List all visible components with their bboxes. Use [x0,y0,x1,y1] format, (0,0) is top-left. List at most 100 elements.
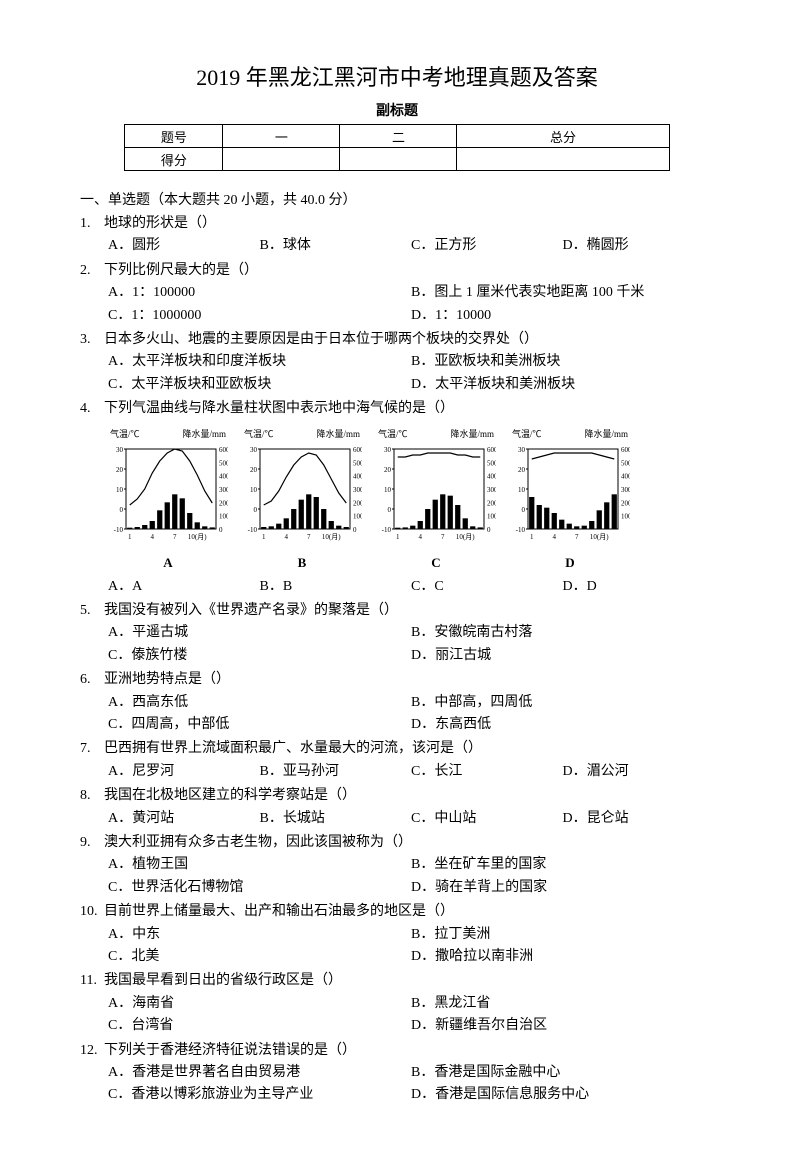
svg-text:400: 400 [219,473,228,481]
option: C．四周高，中部低 [108,714,411,736]
option: B．图上 1 厘米代表实地距离 100 千米 [411,282,714,304]
option: A．中东 [108,924,411,946]
question-text: 下列比例尺最大的是（） [104,263,258,278]
svg-text:7: 7 [441,533,445,541]
svg-text:400: 400 [487,473,496,481]
option: A．平遥古城 [108,622,411,644]
svg-text:-10: -10 [382,526,392,534]
option: D．香港是国际信息服务中心 [411,1084,714,1106]
option: D．撒哈拉以南非洲 [411,946,714,968]
subtitle: 副标题 [80,100,714,120]
svg-text:20: 20 [384,466,392,474]
chart-label: D [510,553,630,574]
svg-text:-10: -10 [248,526,258,534]
option: C．北美 [108,946,411,968]
option: D．骑在羊背上的国家 [411,877,714,899]
option: D．昆仑站 [563,808,715,830]
options: A．中东B．拉丁美洲C．北美D．撒哈拉以南非洲 [108,924,714,969]
question: 8.我国在北极地区建立的科学考察站是（）A．黄河站B．长城站C．中山站D．昆仑站 [80,785,714,830]
option: B．长城站 [260,808,412,830]
svg-text:500: 500 [219,459,228,467]
svg-text:100: 100 [353,513,362,521]
col-1: 一 [223,125,340,148]
options: A．西高东低B．中部高，四周低C．四周高，中部低D．东高西低 [108,692,714,737]
svg-text:1: 1 [396,533,400,541]
question: 1.地球的形状是（）A．圆形B．球体C．正方形D．椭圆形 [80,213,714,258]
question: 2.下列比例尺最大的是（）A．1：100000B．图上 1 厘米代表实地距离 1… [80,260,714,327]
question-text: 日本多火山、地震的主要原因是由于日本位于哪两个板块的交界处（） [104,332,538,347]
option: A．黄河站 [108,808,260,830]
question-text: 地球的形状是（） [104,216,216,231]
svg-text:4: 4 [553,533,557,541]
options: A．太平洋板块和印度洋板块B．亚欧板块和美洲板块C．太平洋板块和亚欧板块D．太平… [108,351,714,396]
question-stem: 5.我国没有被列入《世界遗产名录》的聚落是（） [80,600,714,622]
option: C．香港以博彩旅游业为主导产业 [108,1084,411,1106]
question-number: 9. [80,832,104,854]
question-text: 下列气温曲线与降水量柱状图中表示地中海气候的是（） [104,401,454,416]
question-text: 我国最早看到日出的省级行政区是（） [104,973,342,988]
question-number: 1. [80,213,104,235]
svg-text:4: 4 [151,533,155,541]
question: 4.下列气温曲线与降水量柱状图中表示地中海气候的是（）气温/℃降水量/mm302… [80,398,714,598]
option: A．1：100000 [108,282,411,304]
option: D．新疆维吾尔自治区 [411,1015,714,1037]
option: B．香港是国际金融中心 [411,1062,714,1084]
svg-text:30: 30 [250,446,258,454]
col-total: 总分 [457,125,669,148]
svg-text:500: 500 [353,459,362,467]
option: B．球体 [260,235,412,257]
chart-label: C [376,553,496,574]
option: B．亚欧板块和美洲板块 [411,351,714,373]
question-number: 10. [80,901,104,923]
svg-text:10: 10 [518,486,526,494]
question-stem: 10.目前世界上储量最大、出产和输出石油最多的地区是（） [80,901,714,923]
svg-text:500: 500 [487,459,496,467]
chart-box: 气温/℃降水量/mm3020100-1060050040030020010001… [108,427,228,574]
question-text: 下列关于香港经济特征说法错误的是（） [104,1043,356,1058]
chart-row: 气温/℃降水量/mm3020100-1060050040030020010001… [108,427,714,574]
option: C．C [411,576,563,598]
svg-text:600: 600 [621,446,630,454]
option: D．湄公河 [563,761,715,783]
question-text: 巴西拥有世界上流域面积最广、水量最大的河流，该河是（） [104,741,482,756]
score-table: 题号 一 二 总分 得分 [124,124,669,171]
question-number: 8. [80,785,104,807]
question-number: 12. [80,1040,104,1062]
svg-text:100: 100 [219,513,228,521]
question-stem: 12.下列关于香港经济特征说法错误的是（） [80,1040,714,1062]
question-text: 亚洲地势特点是（） [104,672,230,687]
chart-top-labels: 气温/℃降水量/mm [242,427,362,441]
option: C．傣族竹楼 [108,645,411,667]
th-score: 得分 [125,148,223,171]
option: D．丽江古城 [411,645,714,667]
svg-text:600: 600 [219,446,228,454]
question: 3.日本多火山、地震的主要原因是由于日本位于哪两个板块的交界处（）A．太平洋板块… [80,329,714,396]
question-stem: 7.巴西拥有世界上流域面积最广、水量最大的河流，该河是（） [80,738,714,760]
climate-chart-C: 3020100-10600500400300200100014710(月) [376,441,496,551]
question: 9.澳大利亚拥有众多古老生物，因此该国被称为（）A．植物王国B．坐在矿车里的国家… [80,832,714,899]
svg-text:0: 0 [120,506,124,514]
svg-text:300: 300 [487,486,496,494]
svg-text:1: 1 [128,533,132,541]
svg-text:4: 4 [419,533,423,541]
option: A．西高东低 [108,692,411,714]
question-stem: 11.我国最早看到日出的省级行政区是（） [80,970,714,992]
climate-chart-D: 3020100-1060050040030020010014710(月) [510,441,630,551]
question-number: 5. [80,600,104,622]
question: 12.下列关于香港经济特征说法错误的是（）A．香港是世界著名自由贸易港B．香港是… [80,1040,714,1107]
chart-label: A [108,553,228,574]
question-number: 6. [80,669,104,691]
svg-text:4: 4 [285,533,289,541]
option: C．1：1000000 [108,305,411,327]
svg-text:0: 0 [388,506,392,514]
option: C．中山站 [411,808,563,830]
svg-text:100: 100 [621,513,630,521]
option: A．圆形 [108,235,260,257]
option: B．中部高，四周低 [411,692,714,714]
option: B．坐在矿车里的国家 [411,854,714,876]
question: 7.巴西拥有世界上流域面积最广、水量最大的河流，该河是（）A．尼罗河B．亚马孙河… [80,738,714,783]
option: D．1：10000 [411,305,714,327]
svg-text:30: 30 [384,446,392,454]
question: 11.我国最早看到日出的省级行政区是（）A．海南省B．黑龙江省C．台湾省D．新疆… [80,970,714,1037]
option: B．B [260,576,412,598]
